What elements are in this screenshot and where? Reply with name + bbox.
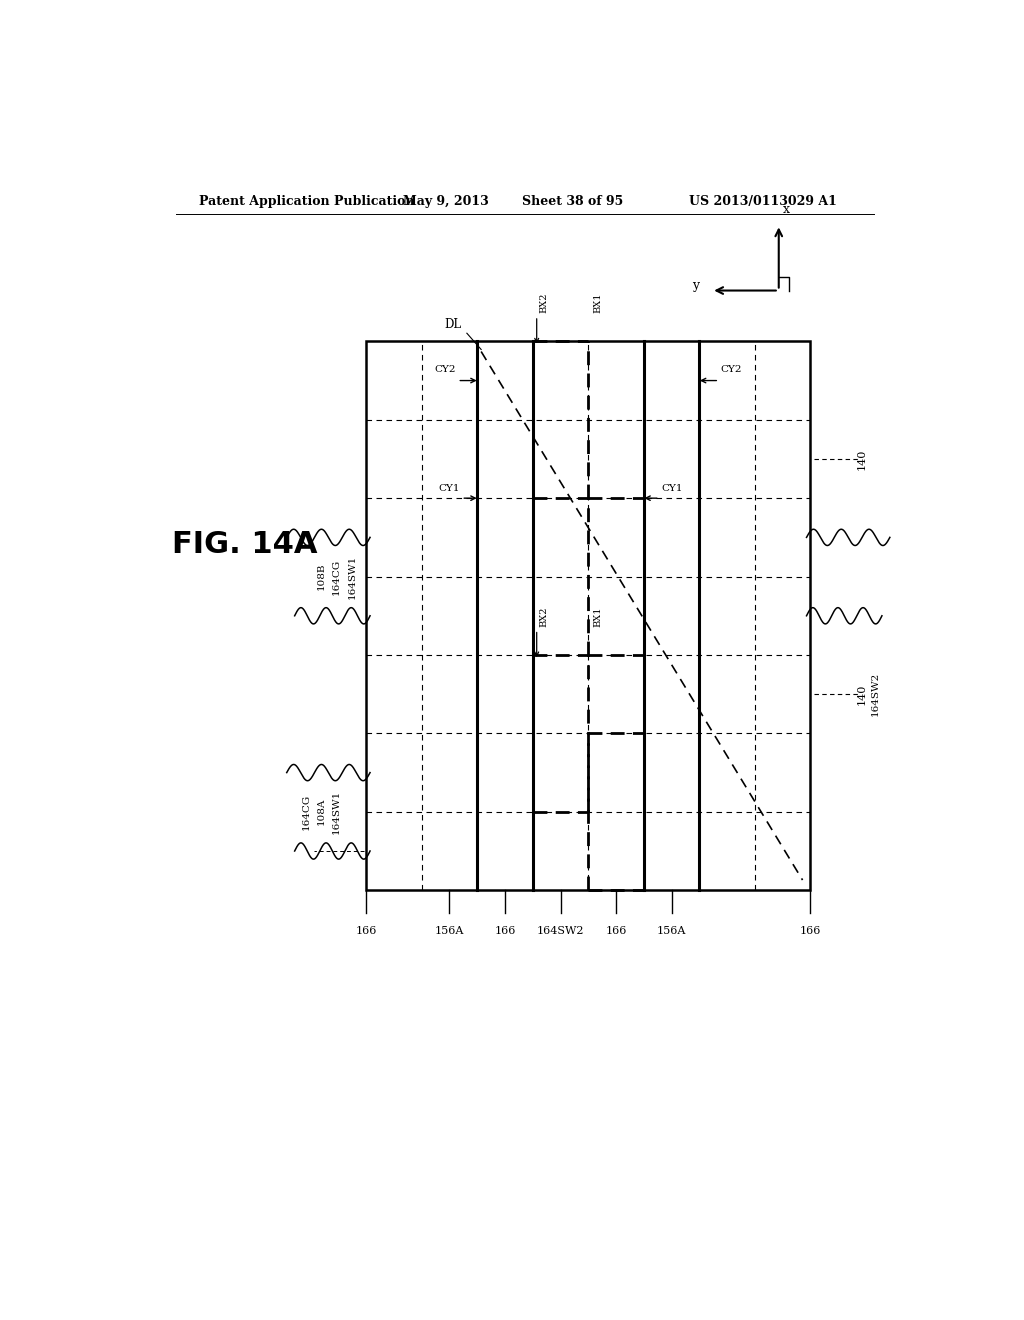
Text: 140: 140 bbox=[857, 684, 867, 705]
Bar bbox=[367, 342, 811, 890]
Text: Patent Application Publication: Patent Application Publication bbox=[200, 194, 415, 207]
Text: US 2013/0113029 A1: US 2013/0113029 A1 bbox=[689, 194, 837, 207]
Text: y: y bbox=[692, 279, 699, 292]
Text: 108B: 108B bbox=[316, 562, 326, 590]
Text: CY1: CY1 bbox=[662, 484, 683, 494]
Text: 164SW1: 164SW1 bbox=[332, 789, 341, 834]
Text: 164SW2: 164SW2 bbox=[871, 672, 880, 717]
Text: 166: 166 bbox=[495, 925, 516, 936]
Text: CY2: CY2 bbox=[721, 366, 742, 375]
Text: 166: 166 bbox=[355, 925, 377, 936]
Text: 164SW2: 164SW2 bbox=[537, 925, 585, 936]
Text: CY2: CY2 bbox=[434, 366, 456, 375]
Text: 140: 140 bbox=[857, 449, 867, 470]
Text: 164CG: 164CG bbox=[332, 558, 341, 595]
Text: CY1: CY1 bbox=[438, 484, 460, 494]
Text: x: x bbox=[783, 203, 791, 216]
Text: May 9, 2013: May 9, 2013 bbox=[402, 194, 488, 207]
Text: FIG. 14A: FIG. 14A bbox=[172, 531, 317, 560]
Text: 156A: 156A bbox=[657, 925, 686, 936]
Text: 108A: 108A bbox=[316, 799, 326, 825]
Text: 164CG: 164CG bbox=[302, 793, 311, 830]
Text: BX2: BX2 bbox=[540, 606, 549, 627]
Text: BX1: BX1 bbox=[594, 606, 603, 627]
Text: BX1: BX1 bbox=[594, 293, 603, 313]
Text: BX2: BX2 bbox=[540, 293, 549, 313]
Text: 166: 166 bbox=[605, 925, 627, 936]
Text: 164SW1: 164SW1 bbox=[348, 554, 357, 599]
Text: 166: 166 bbox=[800, 925, 821, 936]
Text: 156A: 156A bbox=[435, 925, 464, 936]
Text: Sheet 38 of 95: Sheet 38 of 95 bbox=[522, 194, 623, 207]
Text: DL: DL bbox=[444, 318, 461, 331]
